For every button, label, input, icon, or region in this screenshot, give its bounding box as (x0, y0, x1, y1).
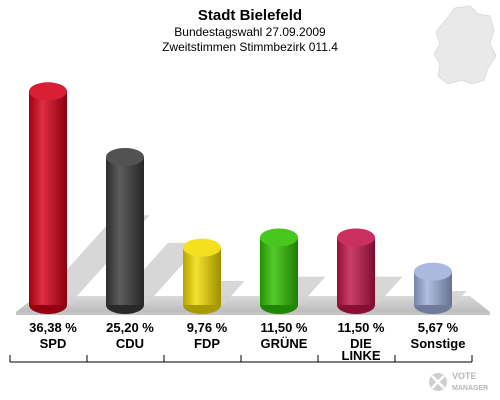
category-label: CDU (116, 336, 144, 351)
bars (29, 82, 452, 314)
bar-die-linke (337, 228, 375, 314)
bar-fdp (183, 238, 221, 314)
category-label: SPD (40, 336, 67, 351)
category-label: LINKE (342, 348, 381, 363)
watermark-text-1: VOTE (452, 371, 477, 381)
x-axis-bracket (9, 355, 473, 363)
value-label: 9,76 % (187, 320, 228, 335)
vote-manager-logo: VOTE MANAGER (429, 371, 488, 392)
bar-grüne (260, 228, 298, 314)
bar-shadows (35, 215, 467, 305)
value-label: 11,50 % (338, 320, 385, 335)
value-label: 25,20 % (106, 320, 154, 335)
category-label: Sonstige (411, 336, 466, 351)
category-label: DIE (350, 336, 372, 351)
chart-subtitle-2: Zweitstimmen Stimmbezirk 011.4 (162, 40, 338, 54)
bar-sonstige (414, 262, 452, 314)
category-label: FDP (194, 336, 220, 351)
bar-spd (29, 82, 67, 314)
category-label: GRÜNE (261, 336, 308, 351)
value-label: 5,67 % (418, 320, 459, 335)
germany-map-icon (433, 5, 497, 85)
chart-title: Stadt Bielefeld (198, 7, 302, 24)
watermark-text-2: MANAGER (452, 385, 488, 392)
value-label: 11,50 % (261, 320, 308, 335)
chart-subtitle-1: Bundestagswahl 27.09.2009 (174, 25, 326, 39)
value-label: 36,38 % (29, 320, 77, 335)
bar-cdu (106, 147, 144, 314)
